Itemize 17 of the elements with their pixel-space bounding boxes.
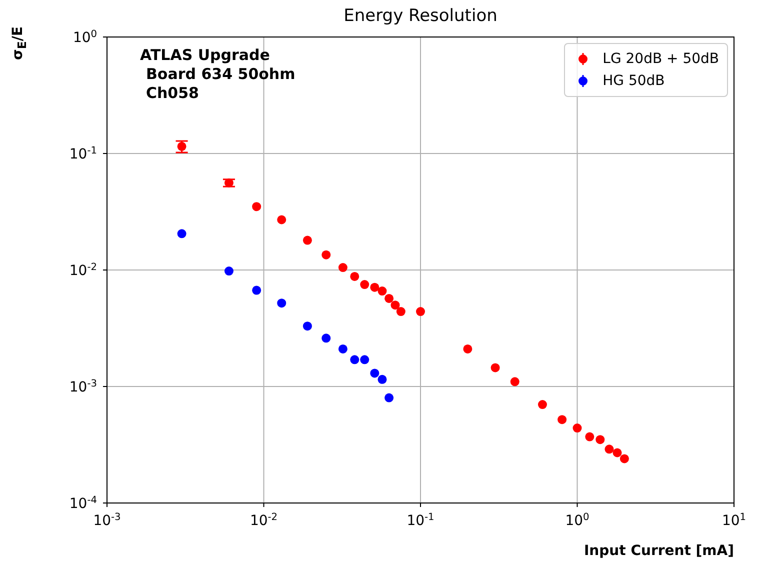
legend-label: LG 20dB + 50dB bbox=[602, 51, 719, 67]
y-tick-label: 10$^{-2}$ bbox=[69, 262, 97, 279]
annotation: Ch058 bbox=[146, 84, 199, 102]
x-tick-label: 10$^{0}$ bbox=[565, 512, 590, 529]
chart-title: Energy Resolution bbox=[344, 6, 498, 26]
y-tick-label: 10$^{-1}$ bbox=[69, 145, 97, 162]
legend-label: HG 50dB bbox=[602, 73, 665, 89]
x-tick-label: 10$^{-1}$ bbox=[406, 512, 434, 529]
y-tick-label: 10$^{-4}$ bbox=[69, 494, 97, 512]
annotation: ATLAS Upgrade bbox=[140, 46, 270, 64]
x-tick-label: 10$^{1}$ bbox=[722, 512, 746, 529]
x-tick-label: 10$^{-2}$ bbox=[250, 512, 278, 529]
y-tick-label: 10$^{-3}$ bbox=[69, 378, 97, 396]
annotation: Board 634 50ohm bbox=[146, 65, 296, 83]
x-axis-title: Input Current [mA] bbox=[584, 543, 734, 559]
x-tick-label: 10$^{-3}$ bbox=[93, 512, 121, 529]
y-tick-label: 10$^{0}$ bbox=[72, 28, 97, 46]
